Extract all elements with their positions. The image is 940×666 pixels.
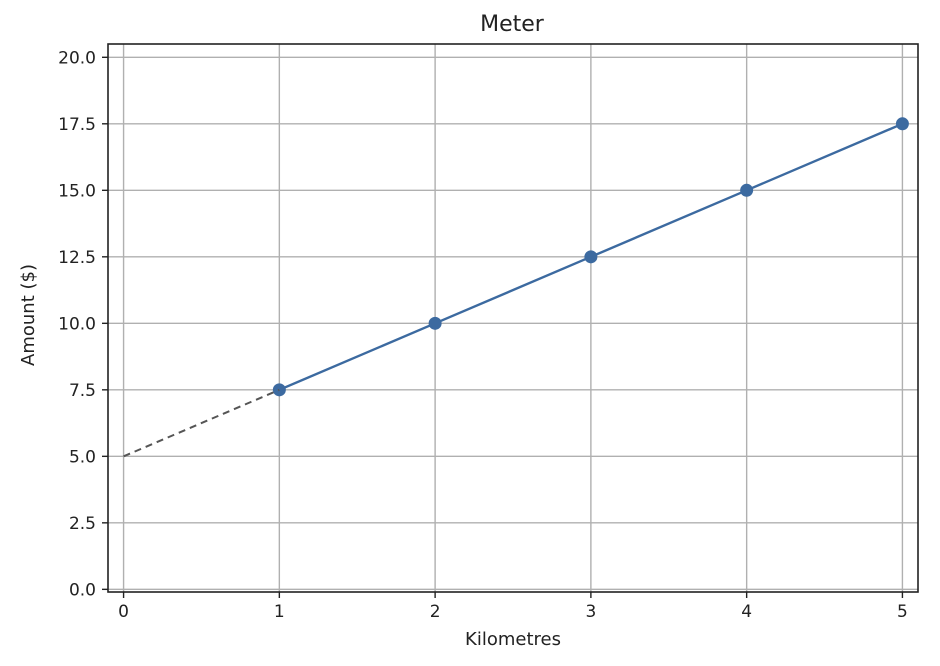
data-point-marker: [740, 183, 754, 197]
y-tick-label: 10.0: [58, 314, 96, 334]
x-tick-label: 4: [741, 602, 752, 622]
y-tick-label: 15.0: [58, 181, 96, 201]
data-point-marker: [584, 250, 598, 264]
axis-ticks: 0 1 2 3 4 5 0.0 2.5 5.0 7.5 10.0 12.5 15.0 17.5 20.0: [58, 48, 908, 622]
x-tick-label: 2: [430, 602, 441, 622]
y-tick-label: 2.5: [69, 514, 96, 534]
plot-frame: [107, 43, 919, 593]
y-tick-label: 12.5: [58, 248, 96, 268]
data-point-marker: [895, 117, 909, 131]
grid-lines: [108, 44, 918, 592]
plot-series: [123, 117, 909, 458]
x-tick-label: 0: [118, 602, 129, 622]
y-tick-label: 7.5: [69, 381, 96, 401]
x-axis-label: Kilometres: [465, 629, 561, 650]
y-tick-label: 17.5: [58, 115, 96, 135]
x-tick-label: 1: [274, 602, 285, 622]
y-tick-label: 5.0: [69, 447, 96, 467]
y-tick-label: 0.0: [69, 580, 96, 600]
data-point-marker: [428, 316, 442, 330]
y-axis-label: Amount ($): [18, 264, 39, 366]
chart-title: Meter: [480, 12, 545, 37]
y-tick-label: 20.0: [58, 48, 96, 68]
x-tick-label: 3: [585, 602, 596, 622]
x-tick-label: 5: [897, 602, 908, 622]
dashed-extrapolation-line: [123, 388, 280, 458]
